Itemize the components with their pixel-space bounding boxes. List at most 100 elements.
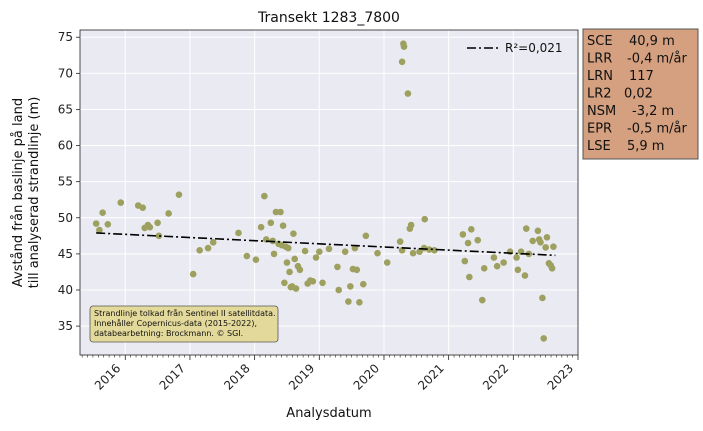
stat-value-sce: 40,9 m — [629, 34, 675, 49]
y-tick-label: 35 — [58, 319, 73, 333]
x-tick-label: 2021 — [415, 361, 446, 392]
data-point — [534, 227, 542, 235]
data-point — [362, 232, 370, 240]
data-point — [325, 245, 333, 253]
data-point — [493, 262, 501, 270]
data-point — [290, 230, 297, 237]
data-point — [286, 268, 293, 276]
data-point — [334, 263, 341, 271]
y-tick-label: 45 — [58, 247, 73, 261]
y-tick-label: 50 — [58, 211, 73, 225]
statistics-box: SCE 40,9 m LRR -0,4 m/år LRN 117 LR2 0,02 NSM -3,… — [582, 28, 699, 160]
data-point — [243, 252, 251, 260]
stat-key-lr2: LR2 — [587, 87, 612, 102]
data-point — [500, 259, 507, 266]
data-point — [204, 244, 212, 252]
x-tick-label: 2016 — [92, 361, 123, 392]
data-point — [425, 246, 433, 253]
data-point — [292, 285, 300, 292]
data-point — [353, 266, 361, 274]
note-box-bg — [89, 305, 279, 343]
stat-key-lse: LSE — [587, 139, 611, 154]
data-point — [416, 248, 423, 256]
data-point — [165, 210, 172, 217]
data-point — [421, 215, 429, 223]
data-point — [474, 236, 482, 244]
data-point — [466, 273, 473, 281]
data-point — [543, 233, 551, 241]
data-point — [267, 219, 275, 227]
data-point — [104, 220, 112, 228]
y-axis-title-line-1: Avstånd från baslinje på land — [11, 98, 26, 287]
data-point — [521, 272, 529, 279]
data-point — [154, 219, 161, 227]
x-axis: 2016 2017 2018 2019 2020 2021 2022 2023 — [81, 355, 579, 393]
stat-key-sce: SCE — [587, 34, 613, 49]
plot-frame — [79, 29, 579, 356]
stat-key-epr: EPR — [587, 122, 612, 137]
data-point — [398, 58, 406, 66]
data-point — [315, 248, 323, 256]
data-point — [467, 226, 475, 233]
legend: R²=0,021 — [467, 41, 563, 55]
grid-lines — [80, 30, 579, 355]
y-tick-label: 75 — [58, 30, 73, 44]
data-point — [341, 248, 349, 256]
data-point — [459, 231, 467, 238]
data-point — [409, 249, 417, 257]
x-tick-label: 2018 — [221, 361, 252, 392]
data-point — [356, 298, 363, 306]
data-point — [291, 255, 299, 263]
data-point — [542, 244, 549, 251]
data-point — [189, 270, 197, 278]
note-line: databearbetning: Brockmann. © SGI. — [94, 329, 243, 338]
data-point — [396, 238, 404, 245]
trend-line — [96, 232, 556, 257]
data-point — [146, 223, 154, 231]
data-point — [539, 294, 546, 302]
data-point — [196, 246, 203, 254]
x-axis-title: Analysdatum — [286, 406, 371, 421]
data-point — [283, 259, 291, 266]
data-point — [175, 191, 183, 198]
data-point — [522, 225, 530, 232]
data-point — [92, 220, 100, 227]
y-tick-label: 40 — [58, 283, 73, 297]
data-points — [92, 40, 557, 342]
data-point — [270, 250, 278, 258]
legend-label: R²=0,021 — [505, 41, 563, 55]
data-point — [209, 239, 217, 246]
data-point — [550, 243, 557, 250]
y-tick-label: 70 — [58, 66, 73, 80]
stat-value-lse: 5,9 m — [627, 139, 664, 154]
data-point — [279, 222, 287, 230]
data-point — [347, 283, 354, 290]
note-line: Innehåller Copernicus-data (2015-2022), — [94, 318, 257, 328]
data-point — [351, 244, 359, 252]
data-point — [309, 278, 317, 285]
x-tick-label: 2022 — [480, 361, 511, 392]
data-point — [464, 239, 472, 247]
stat-value-epr: -0,5 m/år — [627, 122, 688, 137]
data-point — [548, 265, 556, 272]
y-tick-label: 65 — [58, 102, 73, 116]
data-point — [400, 43, 408, 50]
data-point — [537, 239, 544, 246]
statistics-box-bg — [582, 28, 699, 160]
stat-key-lrr: LRR — [587, 52, 612, 67]
data-point — [155, 232, 163, 240]
y-axis-title-line-2: till analyserad strandlinje (m) — [27, 97, 42, 289]
data-point — [319, 279, 326, 287]
data-point — [404, 90, 412, 97]
data-point — [284, 244, 292, 252]
data-point — [301, 247, 309, 255]
data-point — [281, 279, 288, 287]
data-point — [261, 192, 268, 200]
stat-value-lrn: 117 — [629, 69, 654, 84]
stat-key-nsm: NSM — [587, 104, 616, 119]
plot-area — [80, 30, 578, 355]
data-source-note: Strandlinje tolkad från Sentinel II sate… — [89, 305, 279, 343]
data-point — [490, 254, 498, 261]
x-tick-label: 2020 — [351, 361, 382, 392]
